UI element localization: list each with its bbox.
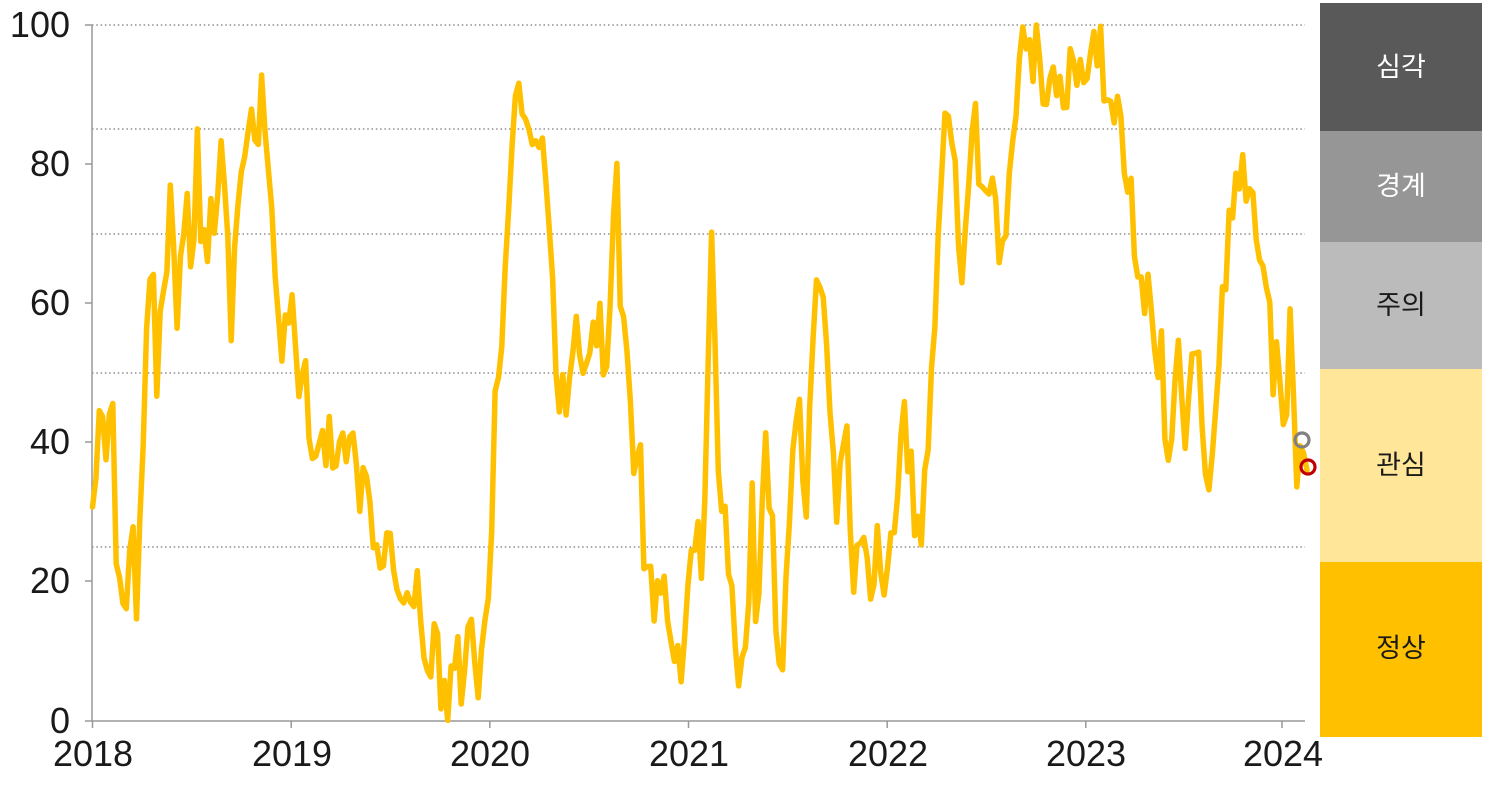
svg-text:정상: 정상	[1376, 626, 1426, 665]
svg-text:주의: 주의	[1376, 283, 1426, 322]
svg-text:관심: 관심	[1376, 443, 1426, 482]
svg-text:심각: 심각	[1376, 45, 1426, 84]
svg-text:경계: 경계	[1376, 164, 1426, 203]
